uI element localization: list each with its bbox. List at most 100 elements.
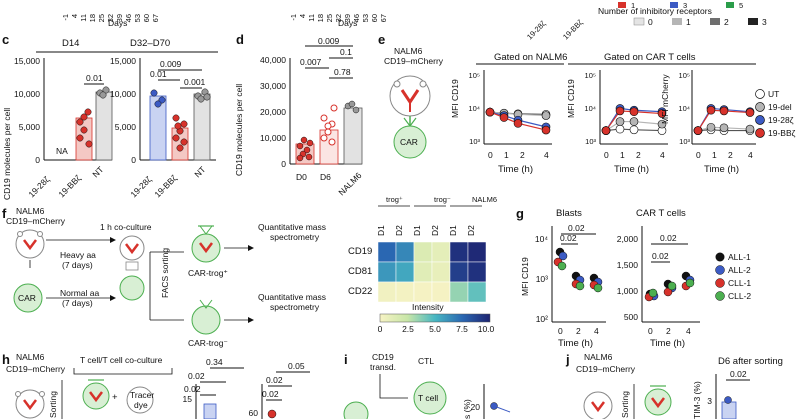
top-cat-left: 19-28ζ bbox=[525, 19, 548, 42]
xtick-e1-0: 0 bbox=[488, 150, 493, 160]
p-value-h5: 0.02 bbox=[266, 375, 283, 385]
xcat-c1-nt: NT bbox=[90, 164, 105, 179]
series-point bbox=[693, 126, 703, 135]
day-tick: 4 bbox=[298, 14, 307, 18]
heat-col-1: D2 bbox=[394, 225, 404, 236]
xtick-g1-4: 4 bbox=[594, 326, 599, 336]
tracer-cell-h bbox=[126, 386, 154, 414]
y-label-j: TIM-3 (%) bbox=[692, 381, 702, 419]
cart-cell-j bbox=[644, 385, 672, 416]
day-tick: 60 bbox=[370, 14, 379, 22]
legend-19-28z: 19-28ζ bbox=[768, 115, 794, 125]
heatmap-cell bbox=[449, 261, 469, 283]
line-i bbox=[493, 405, 511, 413]
xtick-e2-0: 0 bbox=[604, 150, 609, 160]
xcat-d-d6: D6 bbox=[320, 172, 331, 182]
legend-swatch-1b bbox=[672, 18, 682, 25]
day-tick: 46 bbox=[352, 14, 361, 22]
nalm6-cell-j bbox=[583, 391, 613, 419]
series-point bbox=[541, 125, 551, 135]
panel-e: e NALM6 CD19–mCherry CAR Gated on NALM6 … bbox=[378, 32, 796, 175]
ytick-c2-10000: 10,000 bbox=[110, 89, 136, 99]
xtick-e2-4: 4 bbox=[660, 150, 665, 160]
y-label-e1: MFI CD19 bbox=[450, 79, 460, 118]
series-point bbox=[745, 108, 755, 117]
heavy-days: (7 days) bbox=[62, 260, 93, 270]
days-ticks-left: -1 4 11 18 25 32 39 46 53 60 67 bbox=[61, 14, 160, 22]
day-tick: 67 bbox=[151, 14, 160, 22]
xtick-e1-2: 2 bbox=[520, 150, 525, 160]
legend-19-bbz: 19-BBζ bbox=[768, 128, 796, 138]
heat-row-cd81: CD81 bbox=[348, 266, 372, 277]
legend-top-3: 3 bbox=[683, 1, 687, 10]
ytick-g2-2000: 2,000 bbox=[617, 234, 639, 244]
legend-dot-cll1 bbox=[715, 278, 725, 288]
heavy-aa: Heavy aa bbox=[60, 250, 96, 260]
ytick-e3-3: 10³ bbox=[679, 137, 690, 146]
points-g1 bbox=[553, 247, 603, 293]
p-value-h1: 0.34 bbox=[206, 357, 223, 367]
cell-title-e: NALM6 bbox=[394, 46, 423, 56]
heatmap-cell bbox=[395, 241, 415, 263]
panel-label-e: e bbox=[378, 32, 385, 47]
points-c2-bbz bbox=[172, 114, 188, 152]
legend-title: Number of inhibitory receptors bbox=[598, 6, 712, 16]
series-point bbox=[745, 124, 755, 134]
coculture-label: T cell/T cell co-culture bbox=[80, 355, 163, 365]
day-tick: 53 bbox=[361, 14, 370, 22]
title-j: D6 after sorting bbox=[718, 356, 783, 367]
ytick-e2-3: 10³ bbox=[585, 137, 596, 146]
legend-swatch-2 bbox=[710, 18, 720, 25]
day-tick: -1 bbox=[61, 14, 70, 21]
legend-dot-19del bbox=[755, 102, 765, 112]
ytick-e2-5: 10⁵ bbox=[585, 71, 596, 80]
xtick-e3-0: 0 bbox=[696, 150, 701, 160]
series-line bbox=[605, 107, 663, 131]
series-line bbox=[605, 120, 663, 132]
p-value-g1a: 0.02 bbox=[568, 223, 585, 233]
trog-pos-cell bbox=[191, 225, 221, 263]
panel-label-g: g bbox=[516, 206, 524, 221]
points-c2-nt bbox=[194, 88, 211, 103]
p-value-h4: 0.05 bbox=[288, 361, 305, 371]
day-tick: 32 bbox=[334, 14, 343, 22]
panel-g: g Blasts CAR T cells MFI CD19 10⁴ 10³ 10… bbox=[516, 206, 751, 349]
days-label-mid: Days bbox=[338, 18, 357, 28]
day-tick: 32 bbox=[106, 14, 115, 22]
series-point bbox=[513, 119, 523, 128]
p-value-d-top: 0.009 bbox=[318, 36, 340, 46]
p-value-h3: 0.02 bbox=[184, 384, 201, 394]
p-value-g2b: 0.02 bbox=[652, 251, 669, 261]
ytick-e1-3: 10³ bbox=[469, 137, 480, 146]
xtick-e1-1: 1 bbox=[504, 150, 509, 160]
header-gated-nalm6: Gated on NALM6 bbox=[494, 52, 567, 63]
series-point bbox=[706, 105, 716, 115]
points-d-d0 bbox=[296, 136, 314, 162]
legend-dot-19-bbz bbox=[755, 128, 765, 138]
tracer-label: Tracer bbox=[130, 390, 154, 400]
legend-g: ALL-1 ALL-2 CLL-1 CLL-2 bbox=[715, 252, 751, 301]
legend-ut: UT bbox=[768, 89, 779, 99]
p-value-c2a: 0.009 bbox=[160, 59, 182, 69]
panel-j: j NALM6 CD19–mCherry Sorting D6 after so… bbox=[565, 352, 783, 419]
y-axis-label-d: CD19 molecules per cell bbox=[234, 84, 244, 176]
y-axis-label-c: CD19 molecules per cell bbox=[2, 108, 12, 200]
legend-item-0: 0 bbox=[648, 17, 653, 27]
sorting-h: Sorting bbox=[48, 391, 58, 418]
heat-group-trog-neg: trog⁻ bbox=[434, 195, 451, 204]
series-point bbox=[719, 106, 729, 116]
heatmap-cell bbox=[449, 241, 469, 263]
transd-label-i: transd. bbox=[370, 362, 396, 372]
p-value-c2c: 0.01 bbox=[150, 69, 167, 79]
heat-group-trog-pos: trog⁺ bbox=[386, 195, 403, 204]
ytick-h2-60: 60 bbox=[249, 408, 259, 418]
group-label-d32: D32–D70 bbox=[130, 38, 170, 49]
series-point bbox=[629, 107, 639, 117]
scale-tick-10: 10.0 bbox=[478, 324, 495, 334]
legend-item-3: 3 bbox=[762, 17, 767, 27]
day-tick: 39 bbox=[115, 14, 124, 22]
cell-title-h: NALM6 bbox=[16, 352, 45, 362]
point-j-a bbox=[724, 396, 732, 404]
out-trog-neg: CAR-trog⁻ bbox=[188, 338, 228, 348]
series-line bbox=[489, 111, 547, 131]
